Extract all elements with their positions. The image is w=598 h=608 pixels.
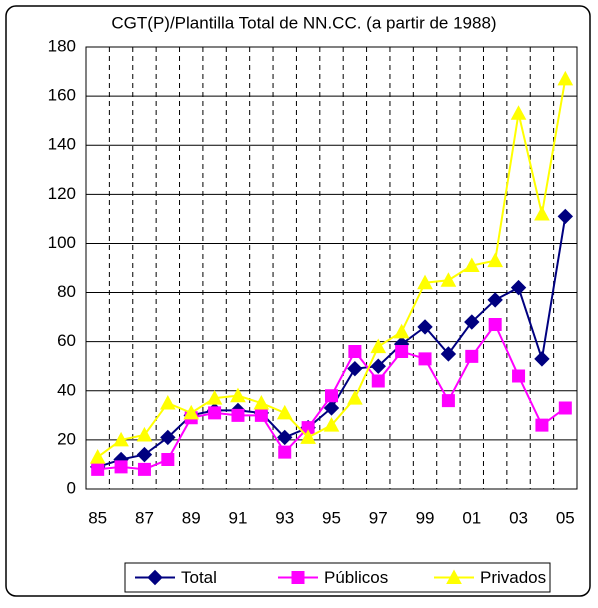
y-tick-label: 140 — [48, 135, 76, 154]
data-point — [510, 105, 527, 120]
y-tick-label: 20 — [57, 429, 76, 448]
data-point — [254, 408, 268, 422]
y-tick-label: 40 — [57, 380, 76, 399]
data-point — [487, 252, 504, 268]
data-point — [487, 292, 503, 308]
data-point — [371, 374, 385, 388]
legend-marker — [147, 569, 163, 586]
data-point — [347, 390, 363, 405]
legend-label: Total — [181, 568, 217, 587]
x-tick-label: 95 — [322, 508, 341, 527]
data-point — [463, 257, 480, 273]
y-tick-label: 180 — [48, 36, 76, 55]
y-tick-label: 160 — [48, 86, 76, 105]
legend-label: Privados — [480, 568, 546, 587]
data-point — [253, 395, 270, 410]
data-point — [137, 462, 151, 476]
data-point — [230, 387, 246, 403]
data-point — [441, 394, 455, 408]
data-point — [534, 351, 550, 367]
y-tick-label: 80 — [57, 282, 76, 301]
data-point — [395, 344, 409, 358]
data-point — [370, 338, 387, 354]
x-tick-label: 99 — [416, 508, 435, 527]
data-point — [161, 453, 175, 467]
y-tick-label: 120 — [48, 184, 76, 203]
data-point — [417, 319, 433, 335]
x-tick-label: 97 — [369, 508, 388, 527]
data-point — [136, 446, 153, 463]
legend-box — [124, 562, 551, 593]
y-tick-label: 100 — [48, 233, 76, 252]
data-point — [440, 346, 457, 362]
x-tick-label: 85 — [88, 508, 107, 527]
data-point — [465, 349, 479, 363]
data-point — [114, 460, 128, 474]
y-tick-label: 60 — [57, 331, 76, 350]
legend-marker — [446, 569, 462, 584]
data-point — [348, 344, 362, 358]
x-tick-label: 91 — [229, 508, 248, 527]
data-point — [418, 352, 432, 366]
plot-border — [85, 46, 578, 490]
data-point — [300, 429, 316, 444]
data-point — [557, 70, 574, 86]
data-point — [464, 314, 480, 330]
data-point — [277, 429, 293, 446]
x-tick-label: 89 — [182, 508, 201, 527]
data-point — [276, 404, 293, 420]
data-point — [535, 418, 549, 432]
x-tick-label: 03 — [509, 508, 528, 527]
data-point — [113, 431, 129, 447]
data-point — [89, 449, 106, 464]
x-tick-label: 05 — [556, 508, 575, 527]
data-point — [557, 208, 574, 225]
data-point — [510, 279, 527, 296]
data-point — [183, 404, 200, 420]
y-tick-label: 0 — [67, 478, 76, 497]
data-point — [323, 400, 340, 416]
data-point — [440, 272, 457, 287]
data-point — [488, 317, 502, 331]
data-point — [206, 390, 223, 405]
data-point — [136, 426, 153, 442]
x-tick-label: 01 — [462, 508, 481, 527]
x-tick-label: 87 — [135, 508, 154, 527]
data-point — [323, 417, 340, 432]
x-tick-label: 93 — [275, 508, 294, 527]
data-point — [159, 395, 176, 410]
data-point — [512, 369, 526, 383]
legend-marker — [291, 571, 305, 584]
legend-label: Públicos — [324, 568, 388, 587]
data-point — [231, 408, 245, 422]
data-point — [534, 205, 550, 221]
data-point — [370, 358, 386, 374]
data-point — [347, 360, 363, 377]
data-point — [278, 445, 292, 459]
chart-title: CGT(P)/Plantilla Total de NN.CC. (a part… — [111, 13, 496, 32]
data-point — [325, 389, 338, 403]
data-point — [91, 462, 105, 476]
data-point — [208, 406, 222, 420]
data-point — [558, 401, 572, 415]
data-point — [393, 323, 410, 339]
data-point — [417, 274, 433, 290]
data-point — [160, 429, 176, 446]
